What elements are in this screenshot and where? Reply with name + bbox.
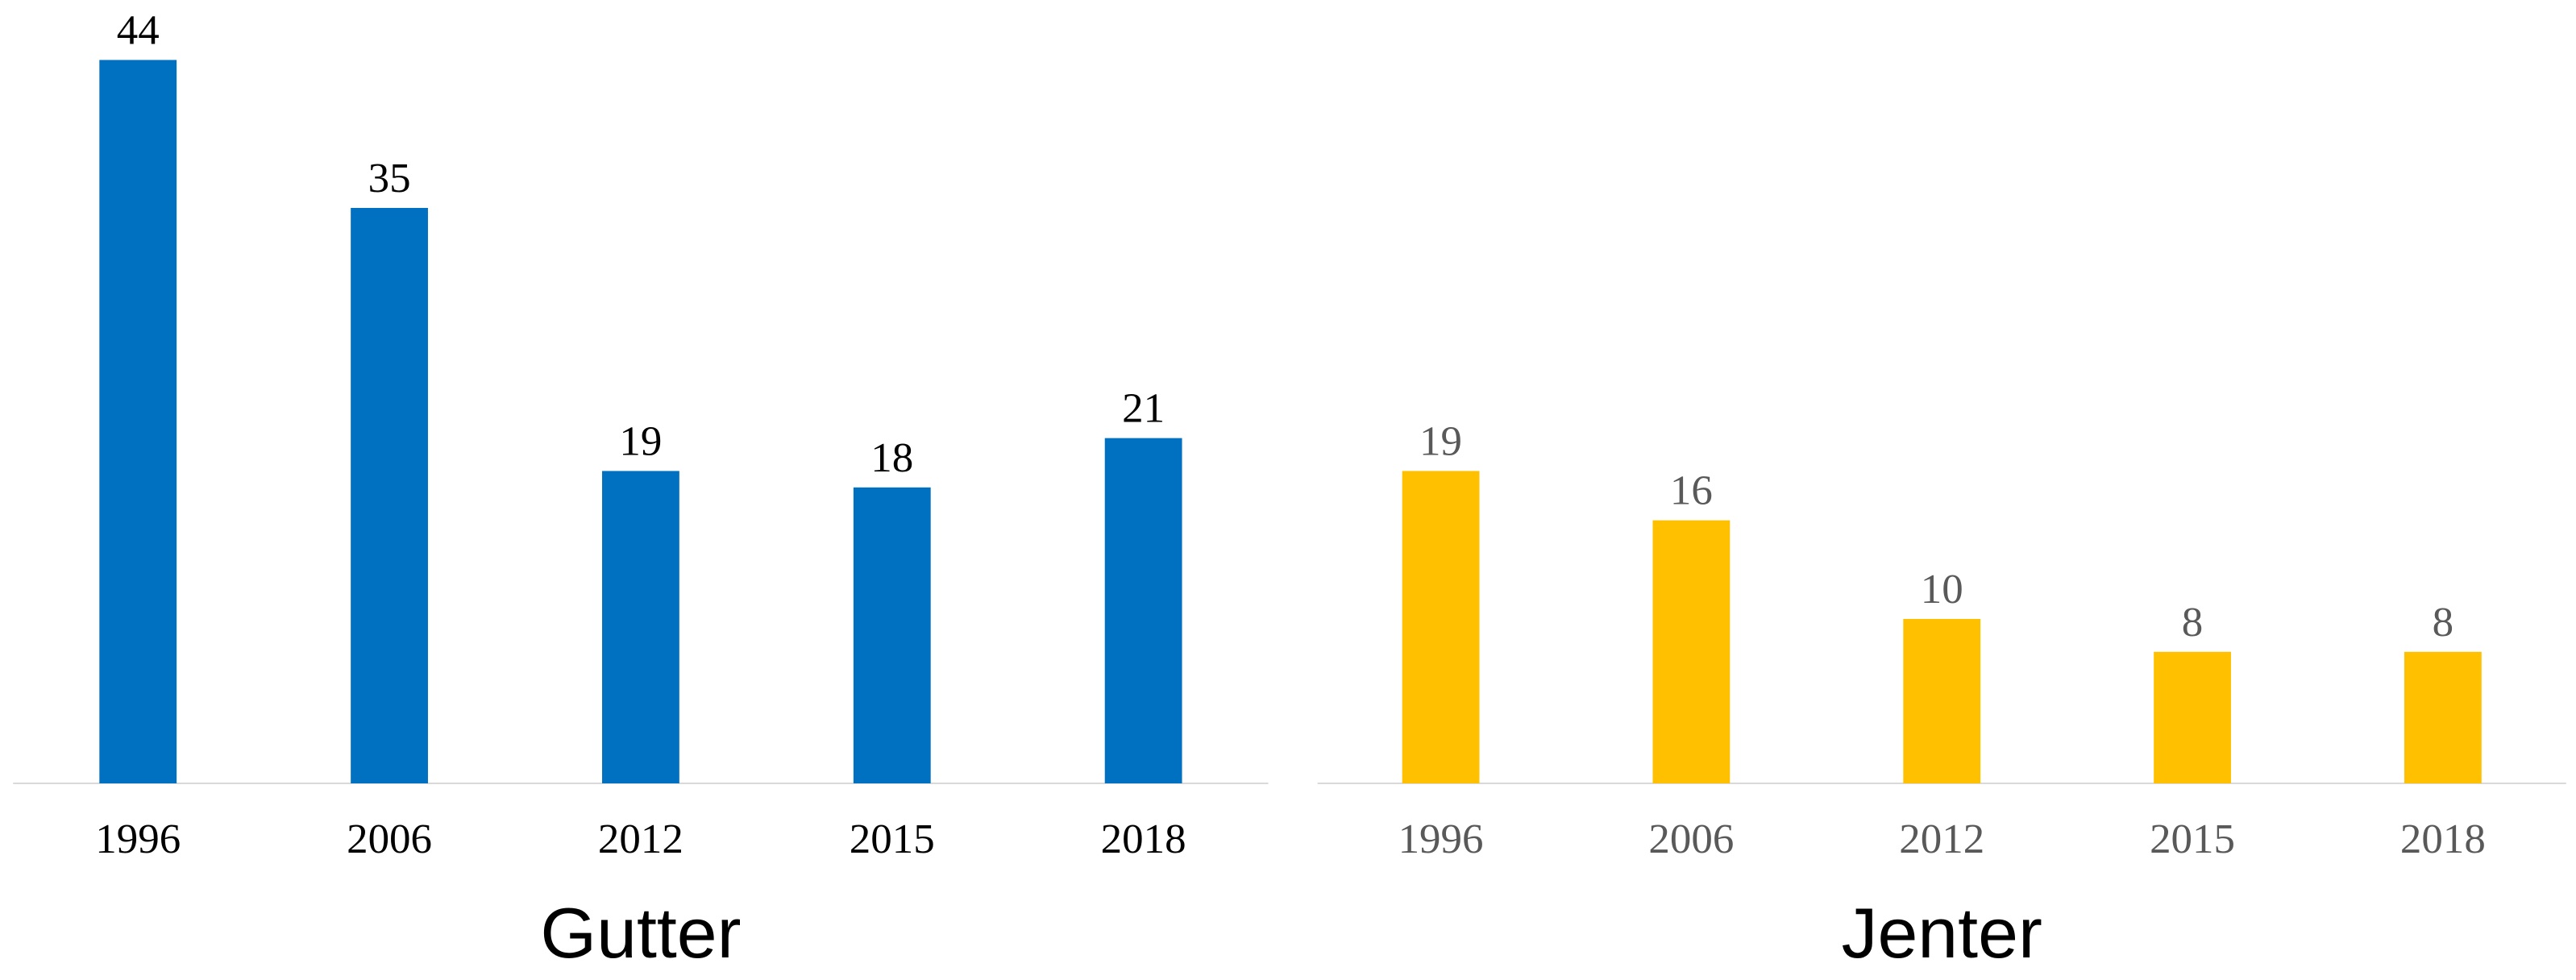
bar (1652, 520, 1730, 783)
x-tick-label: 2015 (2150, 816, 2235, 862)
bar (1903, 619, 1981, 783)
value-label: 19 (1419, 418, 1462, 464)
value-label: 44 (117, 7, 160, 53)
x-tick-label: 2018 (2400, 816, 2486, 862)
value-label: 8 (2182, 599, 2203, 645)
bar (853, 487, 931, 783)
value-label: 19 (619, 418, 662, 464)
bar (1402, 471, 1480, 783)
value-label: 10 (1921, 566, 1963, 612)
x-tick-label: 2006 (347, 816, 432, 862)
x-tick-label: 1996 (1398, 816, 1484, 862)
x-tick-label: 2012 (598, 816, 683, 862)
x-tick-label: 2012 (1899, 816, 1984, 862)
value-label: 21 (1122, 385, 1165, 431)
chart-title: Gutter (540, 894, 741, 973)
chart-title: Jenter (1842, 894, 2042, 973)
value-label: 8 (2433, 599, 2453, 645)
bar (2154, 651, 2231, 783)
bar (99, 60, 177, 783)
x-tick-label: 1996 (95, 816, 181, 862)
bar (1104, 438, 1182, 783)
bar (351, 208, 428, 783)
x-tick-label: 2006 (1648, 816, 1734, 862)
value-label: 16 (1670, 467, 1713, 513)
value-label: 35 (368, 155, 411, 201)
value-label: 18 (870, 434, 913, 480)
x-tick-label: 2015 (850, 816, 935, 862)
bar (602, 471, 679, 783)
x-tick-label: 2018 (1101, 816, 1186, 862)
bar (2404, 651, 2482, 783)
